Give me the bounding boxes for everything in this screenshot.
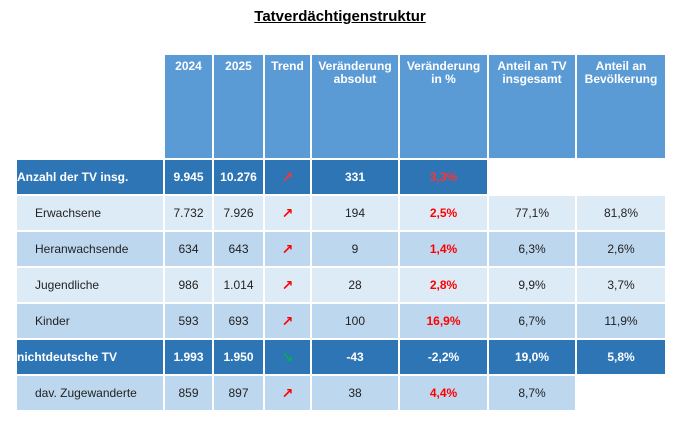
row-label: Jugendliche bbox=[17, 268, 163, 302]
table-cell: 1.014 bbox=[214, 268, 263, 302]
table-cell: 634 bbox=[165, 232, 212, 266]
trend-arrow: ↘ bbox=[265, 340, 310, 374]
column-header: 2025 bbox=[214, 55, 263, 158]
column-header: Anteil an Bevölkerung bbox=[577, 55, 665, 158]
table-cell: 2,8% bbox=[400, 268, 487, 302]
table-cell: 9,9% bbox=[489, 268, 575, 302]
table-cell: 331 bbox=[312, 160, 398, 194]
table-cell: 9.945 bbox=[165, 160, 212, 194]
row-label: Heranwachsende bbox=[17, 232, 163, 266]
table-cell: 28 bbox=[312, 268, 398, 302]
table-cell: 6,7% bbox=[489, 304, 575, 338]
table-cell: 2,5% bbox=[400, 196, 487, 230]
column-header: Veränderung in % bbox=[400, 55, 487, 158]
table-cell: 7.732 bbox=[165, 196, 212, 230]
trend-arrow: ↗ bbox=[265, 232, 310, 266]
table-cell: 81,8% bbox=[577, 196, 665, 230]
trend-arrow: ↗ bbox=[265, 304, 310, 338]
table-cell: 3,3% bbox=[400, 160, 487, 194]
table-cell: 859 bbox=[165, 376, 212, 410]
column-header: Veränderung absolut bbox=[312, 55, 398, 158]
row-label: Anzahl der TV insg. bbox=[17, 160, 163, 194]
table-cell: 77,1% bbox=[489, 196, 575, 230]
row-label: Erwachsene bbox=[17, 196, 163, 230]
title-text: Tatverdächtigenstruktur bbox=[254, 8, 426, 25]
row-label: nichtdeutsche TV bbox=[17, 340, 163, 374]
trend-arrow: ↗ bbox=[265, 268, 310, 302]
column-header: Anteil an TV insgesamt bbox=[489, 55, 575, 158]
table-cell: 8,7% bbox=[489, 376, 575, 410]
column-header: 2024 bbox=[165, 55, 212, 158]
table-cell: 5,8% bbox=[577, 340, 665, 374]
table-cell: 4,4% bbox=[400, 376, 487, 410]
title: Tatverdächtigenstruktur bbox=[0, 8, 680, 25]
table-cell: 10.276 bbox=[214, 160, 263, 194]
table-cell: 100 bbox=[312, 304, 398, 338]
trend-arrow: ↗ bbox=[265, 196, 310, 230]
table-cell: 19,0% bbox=[489, 340, 575, 374]
table-cell: 593 bbox=[165, 304, 212, 338]
table-cell: 643 bbox=[214, 232, 263, 266]
table-cell: 38 bbox=[312, 376, 398, 410]
table-cell: 986 bbox=[165, 268, 212, 302]
table-cell: 3,7% bbox=[577, 268, 665, 302]
table-cell: 6,3% bbox=[489, 232, 575, 266]
table-cell: -43 bbox=[312, 340, 398, 374]
table-cell: 2,6% bbox=[577, 232, 665, 266]
table-cell: 194 bbox=[312, 196, 398, 230]
table-cell: 1.950 bbox=[214, 340, 263, 374]
table-cell: 897 bbox=[214, 376, 263, 410]
table-cell: -2,2% bbox=[400, 340, 487, 374]
table-cell: 693 bbox=[214, 304, 263, 338]
table-cell: 1.993 bbox=[165, 340, 212, 374]
trend-arrow: ↗ bbox=[265, 376, 310, 410]
table-cell: 7.926 bbox=[214, 196, 263, 230]
table-cell: 9 bbox=[312, 232, 398, 266]
column-header: Trend bbox=[265, 55, 310, 158]
table-cell: 11,9% bbox=[577, 304, 665, 338]
row-label: Kinder bbox=[17, 304, 163, 338]
trend-arrow: ↗ bbox=[265, 160, 310, 194]
table-cell: 16,9% bbox=[400, 304, 487, 338]
row-label: dav. Zugewanderte bbox=[17, 376, 163, 410]
table-cell: 1,4% bbox=[400, 232, 487, 266]
